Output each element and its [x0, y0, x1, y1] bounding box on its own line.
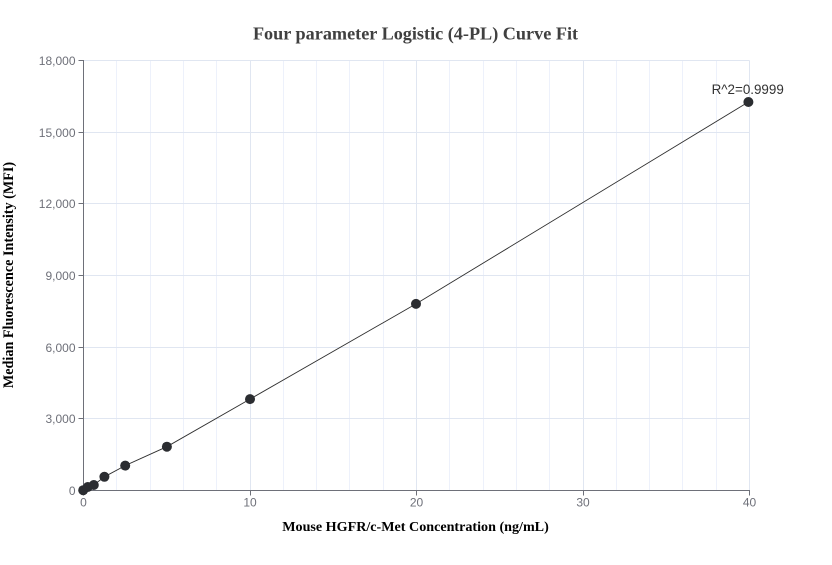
- svg-text:9,000: 9,000: [45, 269, 75, 283]
- svg-text:15,000: 15,000: [39, 126, 76, 140]
- svg-text:18,000: 18,000: [39, 54, 76, 68]
- svg-text:R^2=0.9999: R^2=0.9999: [712, 82, 784, 97]
- svg-text:Median Fluorescence Intensity: Median Fluorescence Intensity (MFI): [1, 162, 17, 389]
- svg-text:Mouse HGFR/c-Met Concentration: Mouse HGFR/c-Met Concentration (ng/mL): [282, 519, 549, 535]
- svg-text:0: 0: [80, 496, 87, 510]
- svg-text:30: 30: [576, 496, 590, 510]
- svg-text:3,000: 3,000: [45, 412, 75, 426]
- svg-text:10: 10: [243, 496, 257, 510]
- svg-text:40: 40: [743, 496, 757, 510]
- svg-text:Four parameter Logistic (4-PL): Four parameter Logistic (4-PL) Curve Fit: [253, 24, 578, 45]
- svg-text:6,000: 6,000: [45, 341, 75, 355]
- svg-text:0: 0: [69, 484, 76, 498]
- svg-text:20: 20: [410, 496, 424, 510]
- svg-text:12,000: 12,000: [39, 197, 76, 211]
